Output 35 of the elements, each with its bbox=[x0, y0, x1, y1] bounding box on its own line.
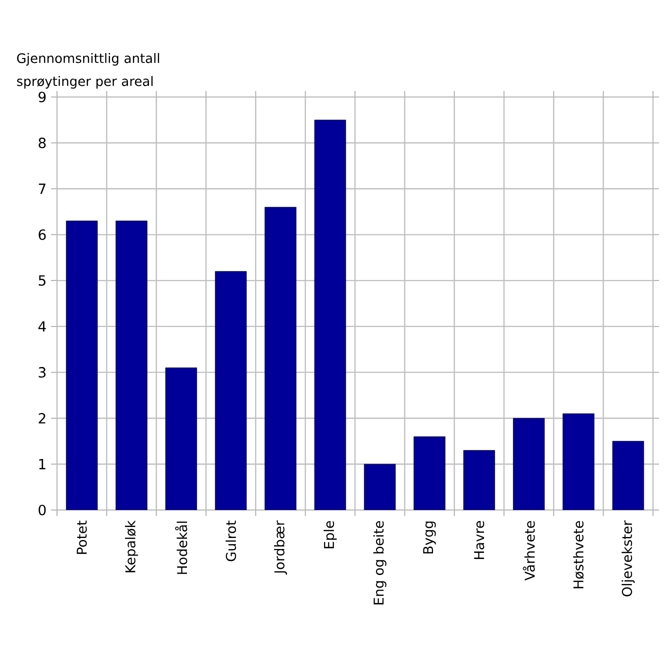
bar bbox=[66, 220, 98, 510]
y-tick-label: 8 bbox=[38, 138, 46, 148]
x-tick-label: Oljevekster bbox=[622, 520, 635, 596]
bar bbox=[264, 207, 296, 510]
bar bbox=[464, 450, 495, 510]
x-tick-label: Eple bbox=[324, 521, 337, 548]
x-tick-label: Gulrot bbox=[226, 520, 236, 562]
bar bbox=[414, 436, 446, 510]
x-tick-label: Hodekål bbox=[175, 522, 188, 574]
x-tick-label: Havre bbox=[474, 521, 484, 560]
x-tick-label: Vårhvete bbox=[522, 521, 535, 580]
bar bbox=[166, 368, 197, 510]
bar bbox=[364, 464, 396, 510]
y-axis-title: Gjennomsnittlig antall sprøytinger per areal bbox=[17, 53, 160, 89]
y-tick-label: 7 bbox=[38, 184, 46, 194]
x-tick-label: Bygg bbox=[423, 522, 436, 554]
bar bbox=[513, 418, 544, 510]
bar bbox=[215, 271, 246, 510]
bar bbox=[612, 440, 644, 510]
bar bbox=[562, 414, 594, 510]
y-tick-label: 6 bbox=[38, 229, 46, 240]
y-tick-label: 1 bbox=[39, 459, 46, 470]
y-tick-label: 4 bbox=[38, 321, 46, 332]
x-tick-label: Høsthvete bbox=[573, 521, 584, 588]
y-tick-label: 5 bbox=[38, 275, 46, 286]
y-tick-label: 2 bbox=[38, 413, 46, 424]
x-tick-label: Potet bbox=[76, 520, 87, 554]
y-tick-label: 0 bbox=[38, 504, 46, 516]
bar bbox=[314, 120, 346, 510]
y-tick-label: 3 bbox=[38, 367, 46, 378]
x-tick-label: Kepaløk bbox=[124, 520, 138, 572]
bar bbox=[116, 220, 148, 510]
x-tick-label: Jordbær bbox=[274, 520, 287, 575]
x-tick-label: Eng og beite bbox=[373, 521, 386, 604]
y-tick-label: 9 bbox=[38, 92, 46, 102]
